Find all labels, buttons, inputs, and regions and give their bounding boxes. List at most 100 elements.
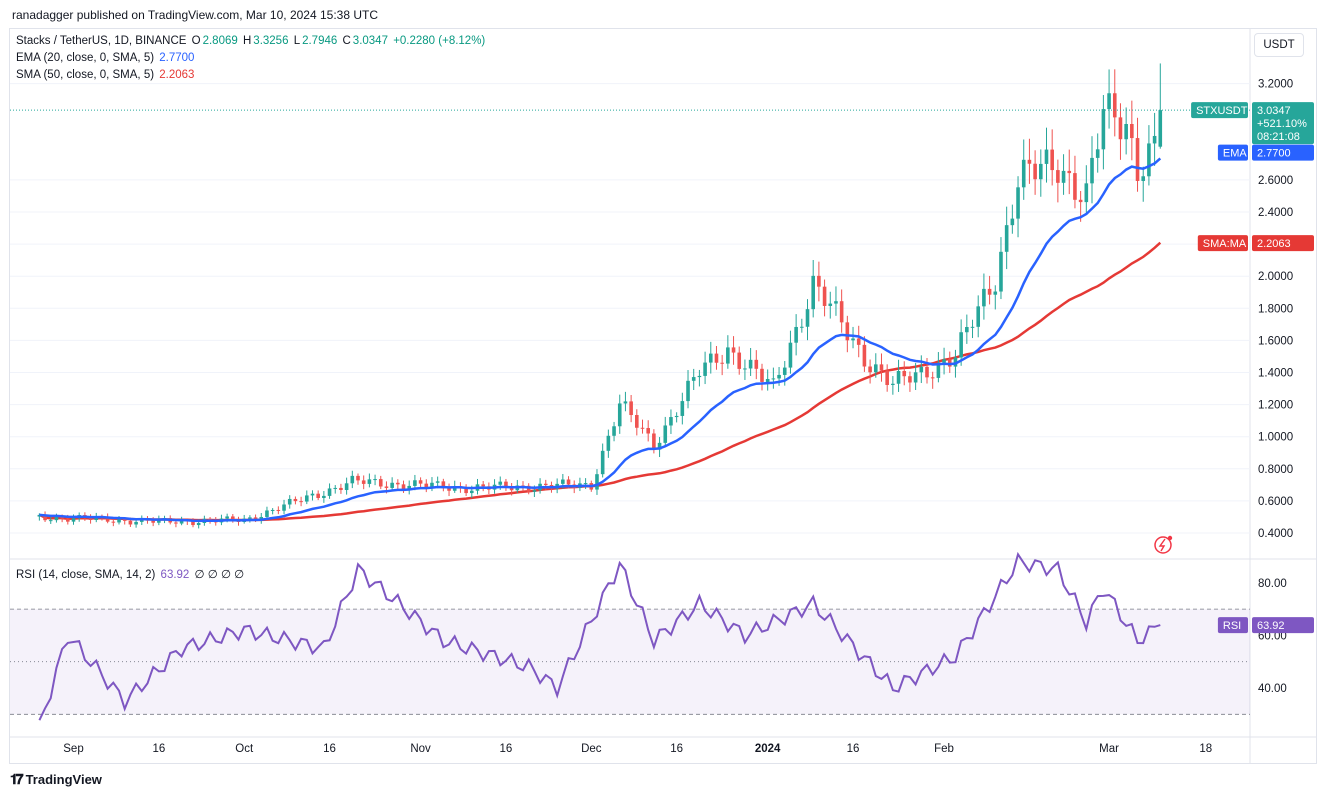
candle-body <box>754 359 759 369</box>
candle-body <box>1044 149 1049 164</box>
last-price-tag-value-box <box>1252 102 1314 145</box>
close-label: C <box>342 35 351 47</box>
candle-body <box>464 487 468 494</box>
candle-body <box>873 364 878 373</box>
candle-body <box>1147 143 1151 177</box>
last-price-tag-label-box <box>1191 102 1248 119</box>
sma-legend[interactable]: SMA (50, close, 0, SMA, 5) 2.2063 <box>16 69 196 81</box>
candle-body <box>179 520 184 524</box>
candle-body <box>862 344 867 367</box>
candle-body <box>748 359 753 369</box>
candle-body <box>299 501 303 503</box>
time-tick-label: 16 <box>152 743 165 755</box>
price-tick-label: 1.4000 <box>1258 368 1293 380</box>
candle-body <box>470 490 474 494</box>
candle-body <box>879 364 884 371</box>
candle-body <box>669 417 673 426</box>
candle-body <box>151 520 155 523</box>
price-tick-label: 1.8000 <box>1258 303 1293 315</box>
candle-body <box>1010 218 1015 226</box>
rsi-legend[interactable]: RSI (14, close, SMA, 14, 2) 63.92 ∅ ∅ ∅ … <box>16 567 246 581</box>
candle-body <box>270 509 275 511</box>
candle-body <box>293 498 298 502</box>
last-price-tag-value-text: 08:21:08 <box>1257 131 1300 143</box>
candle-body <box>726 347 730 364</box>
candle-body <box>253 517 258 521</box>
candle-body <box>1067 170 1072 174</box>
candle-body <box>105 516 110 522</box>
candle-body <box>1107 93 1111 110</box>
rsi-legend-label: RSI (14, close, SMA, 14, 2) <box>16 569 156 581</box>
candle-body <box>174 522 178 524</box>
candle-body <box>919 366 924 373</box>
currency-button[interactable]: USDT <box>1254 33 1304 57</box>
candle-body <box>987 288 992 295</box>
ema-legend[interactable]: EMA (20, close, 0, SMA, 5) 2.7700 <box>16 52 196 64</box>
candle-body <box>703 362 707 376</box>
candle-body <box>248 517 252 519</box>
tradingview-logo[interactable]: 𝟏𝟕 TradingView <box>10 771 102 788</box>
candle-body <box>117 519 121 523</box>
candle-body <box>828 303 833 306</box>
candle-body <box>196 523 201 526</box>
last-price-tag-label-text: STXUSDT <box>1196 105 1248 117</box>
candle-body <box>1090 157 1094 184</box>
time-tick-label: 16 <box>323 743 336 755</box>
price-tick-label: 0.8000 <box>1258 464 1293 476</box>
price-tick-label: 1.6000 <box>1258 335 1293 347</box>
candle-body <box>891 383 895 385</box>
tradingview-logo-text: TradingView <box>25 772 102 787</box>
close-value: 3.0347 <box>352 35 388 47</box>
candle-body <box>304 495 309 502</box>
candle-body <box>561 479 565 484</box>
time-tick-label: 16 <box>500 743 513 755</box>
candle-body <box>43 514 47 521</box>
low-value: 2.7946 <box>302 35 338 47</box>
candle-body <box>1124 123 1128 140</box>
candle-body <box>1130 123 1134 139</box>
candle-body <box>344 483 349 491</box>
candle-body <box>356 475 360 481</box>
time-tick-label: Dec <box>581 743 602 755</box>
candle-body <box>925 366 929 378</box>
candle-body <box>674 415 679 418</box>
candle-body <box>794 326 798 343</box>
candle-body <box>282 504 286 511</box>
candle-body <box>1078 199 1083 203</box>
candle-body <box>600 450 605 475</box>
time-tick-label: 18 <box>1199 743 1212 755</box>
candle-body <box>71 518 76 522</box>
candle-body <box>959 332 963 358</box>
candle-body <box>367 479 372 484</box>
candle-body <box>942 359 946 363</box>
candle-body <box>396 482 400 485</box>
candle-body <box>936 362 941 378</box>
tradingview-logo-icon: 𝟏𝟕 <box>10 771 24 787</box>
candle-body <box>965 327 969 333</box>
candle-body <box>970 326 975 328</box>
chart-frame <box>9 28 1317 764</box>
candle-body <box>111 521 116 523</box>
candle-body <box>1027 159 1032 164</box>
candle-body <box>327 488 332 496</box>
sma-tag-label-box <box>1197 235 1248 252</box>
rsi-tag-label-box <box>1217 617 1248 634</box>
high-value: 3.3256 <box>253 35 289 47</box>
candle-body <box>896 370 901 384</box>
price-tick-label: 2.4000 <box>1258 207 1293 219</box>
candle-body <box>817 275 821 287</box>
ema-tag-value-text: 2.7700 <box>1257 148 1291 160</box>
candle-body <box>1112 93 1117 118</box>
flash-icon[interactable] <box>1154 535 1173 554</box>
candle-body <box>737 352 742 369</box>
rsi-legend-extra: ∅ ∅ ∅ ∅ <box>194 569 245 581</box>
candle-body <box>481 484 485 487</box>
candle-body <box>1095 149 1100 158</box>
symbol-legend[interactable]: Stacks / TetherUS, 1D, BINANCE O 2.8069 H… <box>16 35 487 47</box>
time-tick-label: Nov <box>410 743 431 755</box>
time-tick-label: Oct <box>235 743 254 755</box>
candle-body <box>913 372 918 383</box>
rsi-legend-value: 63.92 <box>160 569 190 581</box>
candle-body <box>413 480 417 486</box>
